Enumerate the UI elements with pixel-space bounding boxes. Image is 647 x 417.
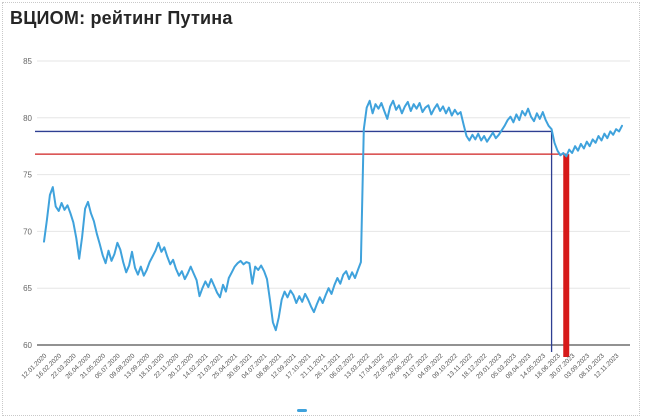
- legend-line-sample: [297, 409, 307, 412]
- y-axis-label: 80: [23, 114, 32, 123]
- y-axis-label: 70: [23, 227, 32, 236]
- chart-frame: [2, 2, 640, 416]
- chart-title: ВЦИОМ: рейтинг Путина: [10, 8, 233, 28]
- y-axis-label: 60: [23, 341, 32, 350]
- y-axis-label: 75: [23, 171, 32, 180]
- y-axis-label: 85: [23, 57, 32, 66]
- y-axis-label: 65: [23, 284, 32, 293]
- series-line-putin-rating: [43, 99, 623, 332]
